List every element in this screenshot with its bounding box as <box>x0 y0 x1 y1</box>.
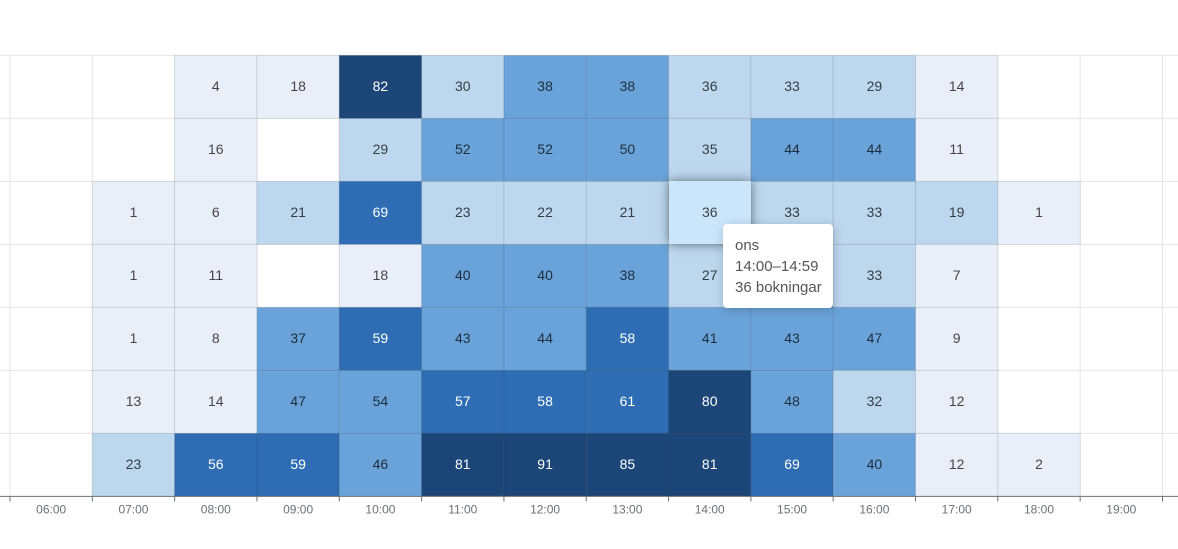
svg-text:82: 82 <box>373 78 389 94</box>
svg-text:7: 7 <box>953 267 961 283</box>
svg-text:11: 11 <box>209 267 224 283</box>
svg-text:11:00: 11:00 <box>448 502 477 516</box>
svg-text:16:00: 16:00 <box>859 502 889 516</box>
svg-text:50: 50 <box>620 141 636 157</box>
svg-text:37: 37 <box>290 330 306 346</box>
svg-text:29: 29 <box>373 141 389 157</box>
svg-text:12: 12 <box>949 393 965 409</box>
svg-text:14: 14 <box>208 393 224 409</box>
svg-text:40: 40 <box>455 267 471 283</box>
svg-text:40: 40 <box>867 456 883 472</box>
svg-text:29: 29 <box>867 78 883 94</box>
svg-text:14: 14 <box>949 78 965 94</box>
svg-text:46: 46 <box>373 456 389 472</box>
svg-text:33: 33 <box>867 204 883 220</box>
svg-text:4: 4 <box>212 78 220 94</box>
svg-text:91: 91 <box>537 456 553 472</box>
svg-text:18: 18 <box>373 267 389 283</box>
svg-text:2: 2 <box>1035 456 1043 472</box>
svg-text:19:00: 19:00 <box>1106 502 1136 516</box>
svg-text:59: 59 <box>290 456 306 472</box>
svg-text:59: 59 <box>373 330 389 346</box>
svg-text:43: 43 <box>784 330 800 346</box>
svg-text:14:00: 14:00 <box>695 502 725 516</box>
svg-text:57: 57 <box>455 393 471 409</box>
svg-text:47: 47 <box>867 330 883 346</box>
svg-text:38: 38 <box>620 267 636 283</box>
svg-text:69: 69 <box>784 456 800 472</box>
svg-text:80: 80 <box>702 393 718 409</box>
svg-text:32: 32 <box>867 393 883 409</box>
svg-text:30: 30 <box>455 78 471 94</box>
svg-text:85: 85 <box>620 456 636 472</box>
svg-text:35: 35 <box>702 141 718 157</box>
svg-text:23: 23 <box>455 204 471 220</box>
svg-text:17:00: 17:00 <box>942 502 972 516</box>
svg-text:44: 44 <box>867 141 883 157</box>
svg-text:21: 21 <box>290 204 306 220</box>
svg-text:6: 6 <box>212 204 220 220</box>
svg-text:33: 33 <box>784 78 800 94</box>
svg-text:44: 44 <box>784 141 800 157</box>
svg-text:06:00: 06:00 <box>36 502 66 516</box>
svg-text:08:00: 08:00 <box>201 502 231 516</box>
svg-text:52: 52 <box>537 141 553 157</box>
svg-text:22: 22 <box>537 204 553 220</box>
svg-text:58: 58 <box>620 330 636 346</box>
svg-text:48: 48 <box>784 393 800 409</box>
svg-text:44: 44 <box>537 330 553 346</box>
svg-text:54: 54 <box>373 393 389 409</box>
svg-text:33: 33 <box>867 267 883 283</box>
svg-text:1: 1 <box>130 204 138 220</box>
svg-text:13: 13 <box>126 393 142 409</box>
svg-text:21: 21 <box>620 204 636 220</box>
svg-text:40: 40 <box>537 267 553 283</box>
svg-text:38: 38 <box>537 78 553 94</box>
svg-text:15:00: 15:00 <box>777 502 807 516</box>
svg-text:47: 47 <box>290 393 306 409</box>
svg-text:1: 1 <box>130 267 138 283</box>
svg-text:33: 33 <box>784 204 800 220</box>
svg-text:61: 61 <box>620 393 636 409</box>
svg-text:09:00: 09:00 <box>283 502 313 516</box>
svg-text:11: 11 <box>949 141 964 157</box>
svg-text:81: 81 <box>702 456 718 472</box>
svg-text:12:00: 12:00 <box>530 502 560 516</box>
svg-text:18:00: 18:00 <box>1024 502 1054 516</box>
svg-text:19: 19 <box>949 204 965 220</box>
svg-text:38: 38 <box>620 78 636 94</box>
svg-text:18: 18 <box>290 78 306 94</box>
svg-text:58: 58 <box>537 393 553 409</box>
svg-text:8: 8 <box>212 330 220 346</box>
svg-text:36: 36 <box>702 78 718 94</box>
svg-text:12: 12 <box>949 456 965 472</box>
svg-text:1: 1 <box>1035 204 1043 220</box>
svg-text:07:00: 07:00 <box>118 502 148 516</box>
svg-text:13:00: 13:00 <box>612 502 642 516</box>
svg-text:41: 41 <box>702 330 718 346</box>
svg-text:43: 43 <box>455 330 471 346</box>
svg-text:9: 9 <box>953 330 961 346</box>
svg-text:10:00: 10:00 <box>365 502 395 516</box>
svg-text:52: 52 <box>455 141 471 157</box>
svg-text:1: 1 <box>130 330 138 346</box>
svg-text:16: 16 <box>208 141 224 157</box>
svg-text:81: 81 <box>455 456 471 472</box>
svg-text:56: 56 <box>208 456 224 472</box>
svg-text:69: 69 <box>373 204 389 220</box>
svg-text:23: 23 <box>126 456 142 472</box>
svg-text:27: 27 <box>702 267 718 283</box>
